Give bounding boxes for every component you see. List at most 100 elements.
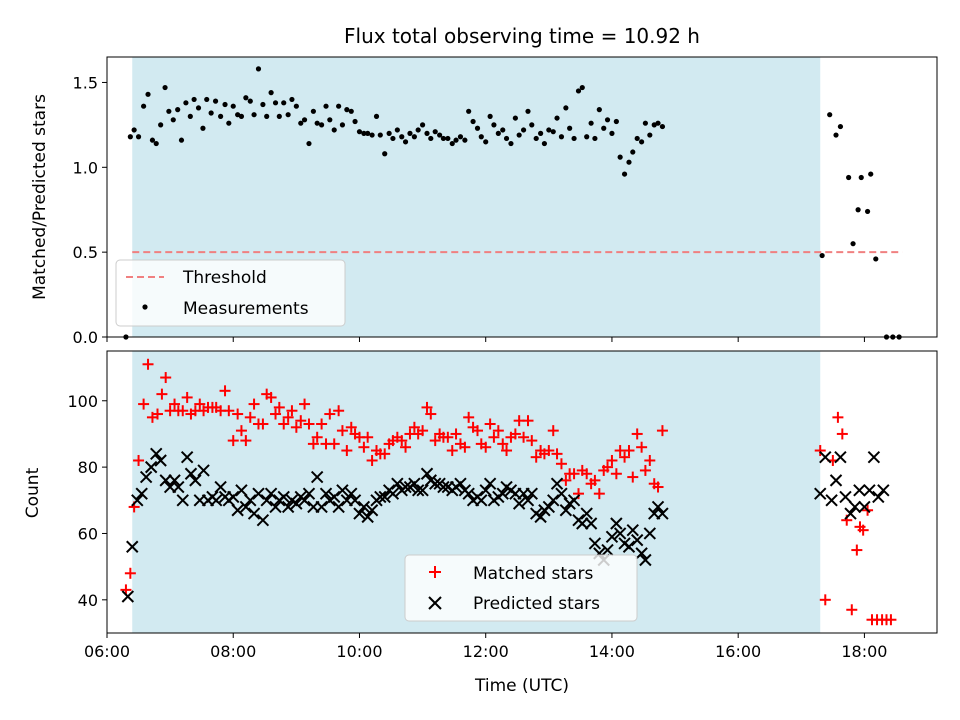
matched-star-point	[396, 435, 408, 447]
predicted-star-point	[209, 494, 223, 507]
predicted-star-point	[437, 480, 450, 494]
predicted-star-point	[630, 533, 644, 547]
top-y-ticks: 0.0 0.5 1.0 1.5	[73, 73, 107, 347]
measurement-point	[135, 134, 142, 140]
measurement-point	[550, 129, 556, 135]
measurement-point	[567, 125, 573, 131]
measurement-point	[546, 127, 552, 133]
matched-star-point	[442, 431, 454, 443]
measurement-point	[601, 125, 607, 131]
predicted-star-point	[416, 484, 429, 497]
predicted-star-point	[290, 497, 303, 510]
measurement-point	[293, 103, 299, 109]
measurement-point	[183, 100, 189, 106]
legend-predicted-label: Predicted stars	[473, 594, 600, 614]
matched-star-point	[459, 441, 471, 453]
measurement-point	[503, 135, 510, 142]
predicted-star-point	[391, 477, 404, 490]
predicted-star-point	[159, 474, 172, 487]
predicted-star-point	[180, 450, 194, 464]
matched-star-point	[177, 405, 189, 417]
measurement-point	[386, 130, 392, 136]
top-legend: Threshold Measurements	[115, 259, 346, 327]
measurement-point	[508, 140, 514, 147]
top-legend-box	[115, 259, 346, 327]
predicted-star-point	[496, 487, 509, 500]
measurement-point	[175, 107, 181, 113]
measurement-point	[145, 91, 151, 97]
predicted-star-point	[829, 474, 843, 487]
measurement-point	[850, 241, 856, 247]
predicted-star-point	[139, 470, 153, 484]
matched-star-point	[333, 405, 345, 417]
measurement-point	[208, 110, 214, 116]
measurement-point	[457, 134, 464, 140]
matched-star-point	[265, 391, 277, 403]
matched-star-point	[885, 614, 897, 626]
predicted-star-point	[844, 507, 857, 520]
legend-predicted-swatch	[428, 596, 442, 610]
predicted-star-point	[819, 450, 832, 464]
measurement-point	[613, 118, 619, 125]
matched-star-point	[446, 445, 458, 457]
x-tick-label: 16:00	[715, 642, 761, 661]
measurement-point	[541, 140, 548, 147]
matched-star-point	[846, 604, 858, 616]
matched-star-point	[156, 388, 168, 400]
matched-star-point	[138, 398, 150, 410]
predicted-star-point	[277, 490, 290, 504]
measurement-point	[579, 84, 585, 91]
predicted-star-point	[319, 487, 333, 500]
measurement-point	[361, 130, 367, 136]
measurement-point	[247, 98, 253, 104]
matched-star-point	[501, 445, 513, 457]
matched-star-point	[248, 398, 260, 410]
predicted-star-point	[867, 450, 881, 464]
predicted-star-point	[550, 477, 564, 490]
measurement-point	[647, 132, 653, 138]
predicted-star-point	[651, 500, 665, 514]
predicted-star-point	[214, 480, 227, 494]
top-y-tick-label: 1.0	[73, 158, 98, 177]
measurement-point	[584, 134, 590, 140]
measurement-point	[533, 135, 539, 142]
measurement-point	[846, 174, 852, 181]
measurement-point	[428, 135, 434, 142]
bottom-legend-box	[404, 554, 638, 622]
measurement-point	[419, 122, 426, 128]
predicted-star-point	[555, 487, 568, 500]
measurement-point	[466, 108, 472, 114]
predicted-star-point	[814, 487, 827, 500]
measurement-point	[827, 112, 833, 118]
matched-star-point	[219, 385, 231, 397]
predicted-star-point	[231, 504, 244, 517]
matched-star-point	[593, 488, 605, 500]
bottom-y-ticks: 40 60 80 100	[67, 392, 107, 610]
predicted-star-point	[361, 510, 374, 524]
predicted-star-point	[408, 477, 421, 490]
measurement-point	[833, 132, 839, 138]
matched-star-point	[282, 411, 294, 423]
matched-star-point	[429, 435, 441, 447]
measurement-point	[276, 113, 282, 119]
predicted-star-point	[239, 500, 253, 514]
measurement-point	[571, 135, 577, 142]
matched-star-point	[336, 425, 348, 437]
predicted-star-point	[639, 553, 652, 567]
matched-star-point	[463, 411, 475, 423]
matched-star-point	[181, 391, 193, 403]
measurement-point	[200, 125, 206, 131]
matched-star-point	[194, 398, 206, 410]
measurement-point	[483, 139, 489, 145]
predicted-star-point	[227, 490, 240, 504]
measurement-point	[873, 256, 879, 262]
legend-threshold-label: Threshold	[182, 268, 267, 288]
measurement-point	[402, 139, 409, 145]
measurement-point	[344, 107, 350, 113]
measurement-point	[655, 120, 661, 126]
top-y-tick-label: 0.0	[73, 328, 98, 347]
measurement-point	[191, 96, 197, 103]
measurement-point	[529, 122, 535, 128]
predicted-star-point	[252, 487, 265, 500]
predicted-star-point	[378, 490, 391, 504]
